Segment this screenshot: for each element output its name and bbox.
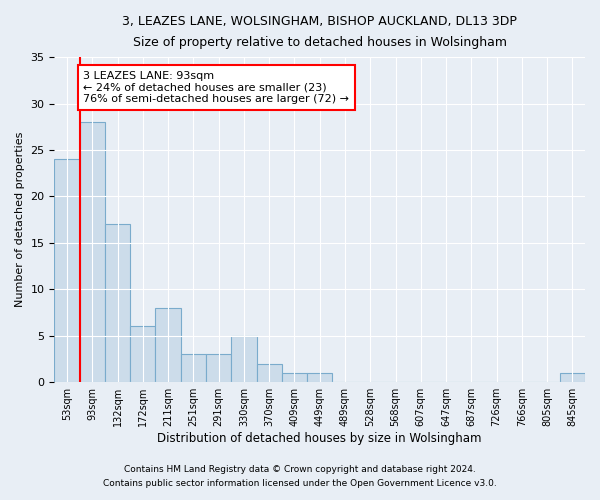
Bar xyxy=(105,224,130,382)
Bar xyxy=(257,364,282,382)
X-axis label: Distribution of detached houses by size in Wolsingham: Distribution of detached houses by size … xyxy=(157,432,482,445)
Bar xyxy=(560,373,585,382)
Bar xyxy=(282,373,307,382)
Y-axis label: Number of detached properties: Number of detached properties xyxy=(15,132,25,308)
Bar xyxy=(80,122,105,382)
Bar xyxy=(206,354,231,382)
Bar xyxy=(130,326,155,382)
Title: 3, LEAZES LANE, WOLSINGHAM, BISHOP AUCKLAND, DL13 3DP
Size of property relative : 3, LEAZES LANE, WOLSINGHAM, BISHOP AUCKL… xyxy=(122,15,517,49)
Bar xyxy=(231,336,257,382)
Bar xyxy=(181,354,206,382)
Text: Contains HM Land Registry data © Crown copyright and database right 2024.
Contai: Contains HM Land Registry data © Crown c… xyxy=(103,466,497,487)
Bar xyxy=(55,160,80,382)
Text: 3 LEAZES LANE: 93sqm
← 24% of detached houses are smaller (23)
76% of semi-detac: 3 LEAZES LANE: 93sqm ← 24% of detached h… xyxy=(83,71,349,104)
Bar xyxy=(155,308,181,382)
Bar xyxy=(307,373,332,382)
